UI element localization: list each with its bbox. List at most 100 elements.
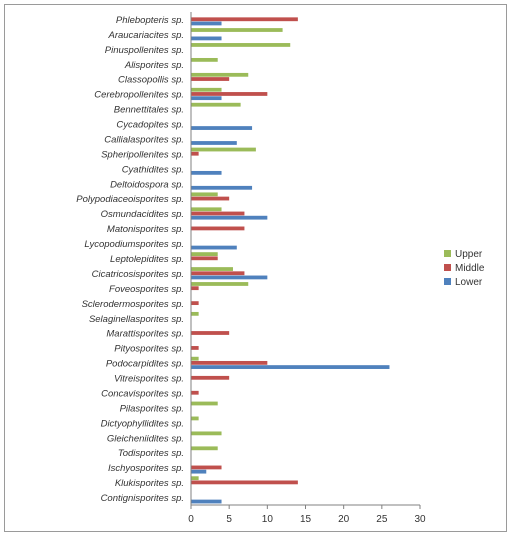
category-label: Dictyophyllidites sp.: [101, 418, 184, 429]
category-label: Araucariacites sp.: [107, 30, 184, 41]
bar-middle: [191, 226, 245, 231]
category-label: Vitreisporites sp.: [114, 374, 184, 385]
x-tick-label: 25: [376, 514, 388, 525]
category-label: Cycadopites sp.: [116, 120, 184, 131]
bar-middle: [191, 211, 245, 216]
bar-upper: [191, 252, 218, 256]
legend: Upper Middle Lower: [444, 249, 485, 288]
bar-upper: [191, 416, 199, 421]
bar-lower: [191, 365, 390, 369]
bar-lower: [191, 499, 222, 504]
legend-label-lower: Lower: [455, 277, 483, 288]
category-label: Foveosporites sp.: [109, 284, 184, 295]
category-label: Concavisporites sp.: [101, 388, 184, 399]
bar-upper: [191, 356, 199, 361]
bar-middle: [191, 465, 222, 470]
bar-middle: [191, 375, 230, 380]
bar-upper: [191, 401, 218, 406]
category-label: Deltoidospora sp.: [110, 179, 184, 190]
category-label: Pityosporites sp.: [114, 344, 184, 355]
bar-upper: [191, 446, 218, 451]
category-label: Selaginellasporites sp.: [89, 314, 184, 325]
category-label: Pinuspollenites sp.: [105, 45, 184, 56]
bar-upper: [191, 207, 222, 212]
x-tick-label: 15: [300, 514, 312, 525]
x-tick-label: 5: [226, 514, 232, 525]
category-label: Pilasporites sp.: [120, 403, 184, 414]
category-label: Phlebopteris sp.: [116, 15, 184, 26]
bar-middle: [191, 151, 199, 156]
bar-upper: [191, 192, 218, 197]
category-label: Leptolepidites sp.: [110, 254, 184, 265]
category-label: Contignisporites sp.: [101, 493, 184, 504]
legend-label-upper: Upper: [455, 249, 483, 260]
x-tick-label: 10: [262, 514, 274, 525]
bar-middle: [191, 92, 268, 96]
bars: [191, 17, 390, 504]
x-tick-label: 30: [414, 514, 426, 525]
category-label: Lycopodiumsporites sp.: [84, 239, 184, 250]
category-label: Callialasporites sp.: [104, 134, 184, 145]
bar-lower: [191, 245, 237, 250]
bar-middle: [191, 256, 218, 261]
legend-swatch-middle: [444, 264, 451, 271]
bar-upper: [191, 57, 218, 62]
category-label: Gleicheniidites sp.: [107, 433, 184, 444]
x-tick-label: 20: [338, 514, 350, 525]
bar-middle: [191, 271, 245, 276]
category-label: Osmundacidites sp.: [101, 209, 184, 220]
category-label: Spheripollenites sp.: [101, 149, 184, 160]
category-label: Todisporites sp.: [118, 448, 184, 459]
category-label: Cyathidites sp.: [122, 164, 184, 175]
category-label: Klukisporites sp.: [115, 478, 184, 489]
bar-lower: [191, 126, 253, 130]
bar-upper: [191, 267, 233, 271]
category-label: Polypodiaceoisporites sp.: [76, 194, 184, 205]
bar-upper: [191, 43, 291, 47]
bar-middle: [191, 360, 268, 365]
x-tick-labels: 0 5 10 15 20 25 30: [188, 514, 426, 525]
bar-upper: [191, 28, 283, 32]
bar-lower: [191, 170, 222, 175]
category-label: Ischyosporites sp.: [108, 463, 184, 474]
bar-upper: [191, 476, 199, 481]
category-label: Marattisporites sp.: [106, 329, 184, 340]
bar-lower: [191, 36, 222, 41]
bar-middle: [191, 77, 230, 81]
bar-middle: [191, 346, 199, 350]
bar-upper: [191, 431, 222, 436]
bar-middle: [191, 480, 298, 485]
legend-swatch-upper: [444, 250, 451, 257]
bar-lower: [191, 96, 222, 101]
legend-label-middle: Middle: [455, 263, 485, 274]
bar-upper: [191, 87, 222, 92]
bar-upper: [191, 72, 249, 77]
category-label: Podocarpidites sp.: [106, 359, 184, 370]
bar-middle: [191, 17, 298, 22]
bar-lower: [191, 469, 207, 474]
category-label: Classopollis sp.: [118, 75, 184, 86]
x-tick-label: 0: [188, 514, 194, 525]
bar-lower: [191, 275, 268, 280]
bar-upper: [191, 147, 256, 152]
bar-middle: [191, 301, 199, 306]
bar-upper: [191, 282, 249, 286]
bar-upper: [191, 102, 241, 107]
bar-middle: [191, 331, 230, 335]
bar-lower: [191, 21, 222, 26]
bar-upper: [191, 311, 199, 316]
chart-frame: [4, 4, 507, 532]
bar-middle: [191, 196, 230, 201]
category-label: Matonisporites sp.: [107, 224, 184, 235]
legend-swatch-lower: [444, 278, 451, 285]
category-labels: Phlebopteris sp. Araucariacites sp. Pinusp…: [76, 15, 184, 504]
category-label: Sclerodermosporites sp.: [82, 299, 184, 310]
category-label: Cicatricosisporites sp.: [92, 269, 184, 280]
category-label: Alisporites sp.: [124, 60, 184, 71]
bar-lower: [191, 141, 237, 145]
bar-lower: [191, 185, 253, 190]
bar-middle: [191, 286, 199, 291]
bar-lower: [191, 215, 268, 220]
axes: [190, 12, 421, 509]
